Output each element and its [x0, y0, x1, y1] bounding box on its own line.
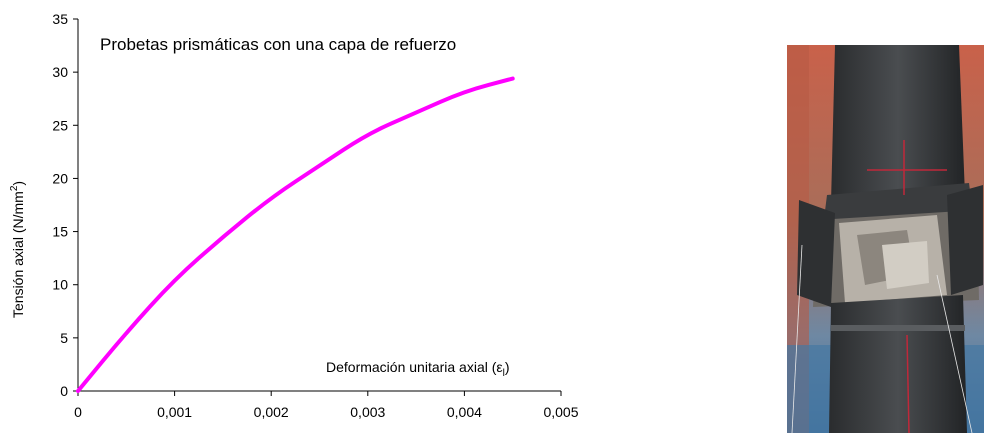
y-tick-label: 25 [52, 117, 68, 133]
y-axis-label-close: ) [10, 181, 26, 186]
x-axis-ticks: 0 0,001 0,002 0,003 0,004 0,005 [74, 391, 579, 420]
x-tick-label: 0,001 [157, 404, 192, 420]
y-tick-label: 10 [52, 277, 68, 293]
y-axis-label-sup: 2 [9, 185, 20, 191]
x-axis-label-main: Deformación unitaria axial (ε [326, 359, 503, 375]
y-axis-label: Tensión axial (N/mm2) [9, 181, 26, 318]
x-tick-label: 0 [74, 404, 82, 420]
y-tick-label: 0 [60, 383, 68, 399]
x-axis-label-close: ) [505, 359, 510, 375]
y-axis-label-main: Tensión axial (N/mm [10, 191, 26, 318]
y-tick-label: 30 [52, 64, 68, 80]
x-tick-label: 0,003 [350, 404, 385, 420]
x-tick-label: 0,005 [543, 404, 578, 420]
x-axis-label-sub: l [503, 368, 505, 379]
y-tick-label: 5 [60, 330, 68, 346]
x-tick-label: 0,004 [447, 404, 482, 420]
chart-axes [77, 19, 561, 392]
y-tick-label: 35 [52, 11, 68, 27]
series-line [76, 76, 515, 393]
chart-title: Probetas prismáticas con una capa de ref… [100, 35, 456, 54]
specimen-photo-icon [787, 45, 984, 433]
y-axis-ticks: 0 5 10 15 20 25 30 35 [52, 11, 78, 399]
y-tick-label: 15 [52, 224, 68, 240]
chart: 0 5 10 15 20 25 30 35 0 0,001 0,002 0,003 0,004 0,00… [9, 11, 579, 420]
chart-series [76, 76, 515, 393]
y-tick-label: 20 [52, 170, 68, 186]
x-axis-label: Deformación unitaria axial (εl) [326, 359, 510, 379]
x-tick-label: 0,002 [254, 404, 289, 420]
